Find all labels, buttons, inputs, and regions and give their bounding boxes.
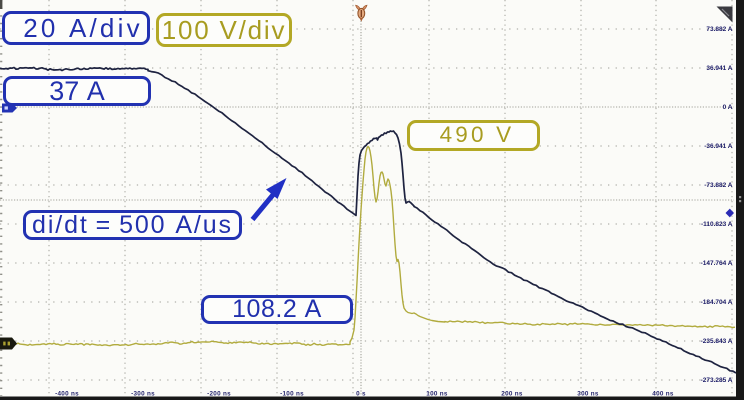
svg-text:-73.882 A: -73.882 A xyxy=(704,182,733,189)
svg-text:-110.823 A: -110.823 A xyxy=(701,221,733,228)
svg-text:200 ns: 200 ns xyxy=(501,390,523,397)
svg-text:400 ns: 400 ns xyxy=(652,390,674,397)
svg-text:-300 ns: -300 ns xyxy=(131,390,155,397)
svg-text:-184.704 A: -184.704 A xyxy=(701,299,733,306)
svg-text:-273.285 A: -273.285 A xyxy=(701,377,733,384)
svg-text:0 s: 0 s xyxy=(356,390,366,397)
svg-text:-400 ns: -400 ns xyxy=(55,390,79,397)
svg-text:-147.764 A: -147.764 A xyxy=(701,260,733,267)
svg-text:-100 ns: -100 ns xyxy=(280,390,304,397)
svg-text:73.882 A: 73.882 A xyxy=(706,26,732,33)
svg-text:-36.941 A: -36.941 A xyxy=(704,143,733,150)
svg-text:100 ns: 100 ns xyxy=(426,390,448,397)
svg-text:300 ns: 300 ns xyxy=(577,390,599,397)
svg-text:36.941 A: 36.941 A xyxy=(706,65,732,72)
svg-text:-235.843 A: -235.843 A xyxy=(701,338,733,345)
svg-text:-200 ns: -200 ns xyxy=(207,390,231,397)
svg-text:0 A: 0 A xyxy=(723,104,733,111)
